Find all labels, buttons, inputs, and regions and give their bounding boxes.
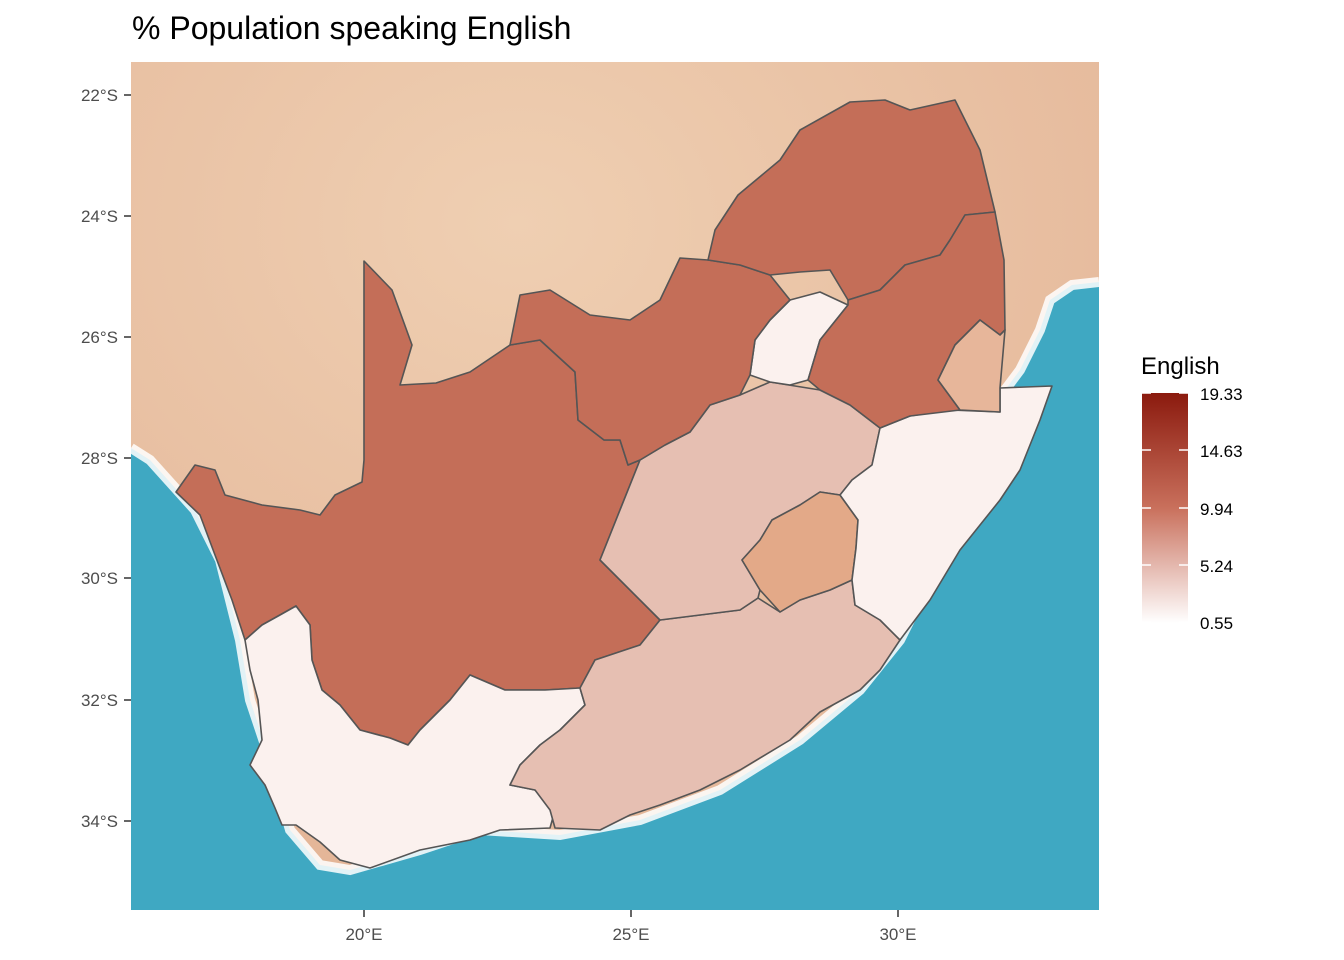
y-tick-label: 28°S (81, 449, 118, 468)
y-tick-label: 32°S (81, 691, 118, 710)
legend: English 19.33 14.63 9.94 5.24 0.55 (1141, 353, 1243, 633)
y-axis: 22°S 24°S 26°S 28°S 30°S 32°S 34°S (81, 86, 131, 831)
region-eswatini (937, 319, 1006, 413)
x-tick-label: 20°E (345, 925, 382, 944)
legend-label: 14.63 (1200, 442, 1243, 461)
region-north-west (509, 257, 791, 466)
y-tick-label: 22°S (81, 86, 118, 105)
x-tick-label: 30°E (879, 925, 916, 944)
legend-label: 9.94 (1200, 500, 1233, 519)
legend-label: 0.55 (1200, 614, 1233, 633)
y-tick-label: 26°S (81, 328, 118, 347)
legend-title: English (1141, 353, 1220, 380)
legend-label: 5.24 (1200, 557, 1233, 576)
x-tick-label: 25°E (612, 925, 649, 944)
y-tick-label: 34°S (81, 812, 118, 831)
y-tick-label: 30°S (81, 569, 118, 588)
legend-label: 19.33 (1200, 385, 1243, 404)
x-axis: 20°E 25°E 30°E (345, 910, 917, 944)
map-panel (131, 62, 1099, 910)
y-tick-label: 24°S (81, 207, 118, 226)
chart-title: % Population speaking English (132, 10, 572, 46)
